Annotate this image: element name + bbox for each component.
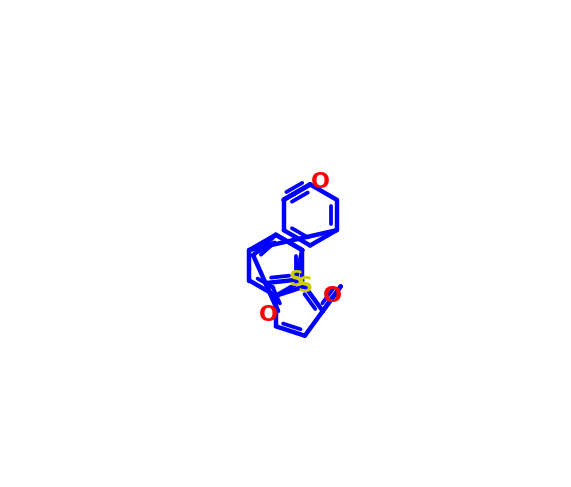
Text: O: O (259, 305, 278, 325)
Text: S: S (297, 276, 312, 297)
Text: O: O (323, 286, 341, 306)
Text: S: S (288, 270, 303, 290)
Text: O: O (311, 172, 330, 192)
